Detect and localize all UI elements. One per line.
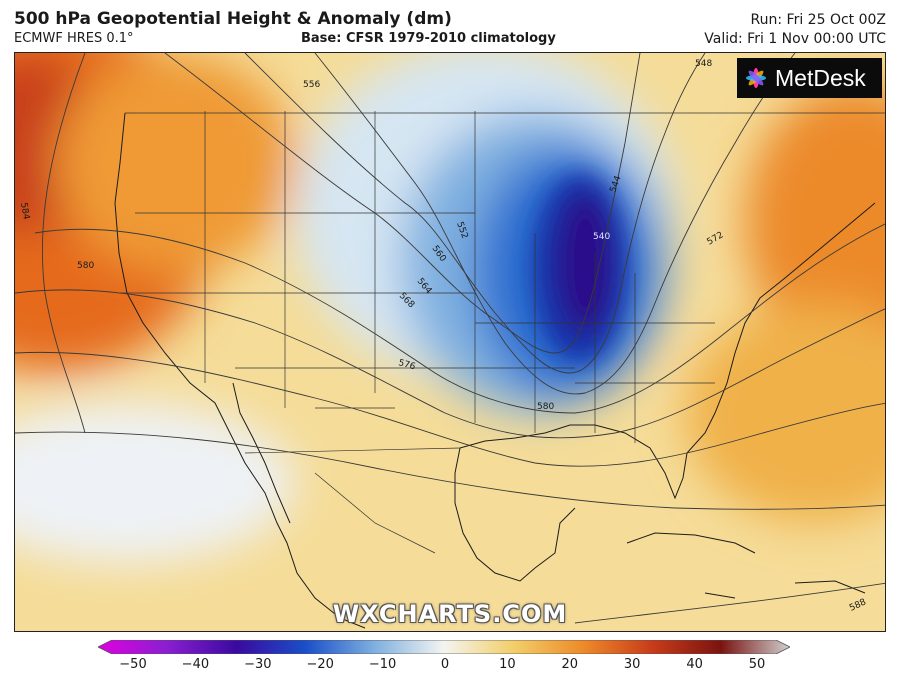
colorbar-tick-label: −40 (181, 657, 210, 672)
height-contours (15, 53, 885, 624)
metdesk-logo-text: MetDesk (775, 64, 866, 91)
colorbar-tick-label: −10 (368, 657, 397, 672)
contour-label: 584 (18, 202, 31, 221)
colorbar-tick-label: 40 (686, 657, 703, 672)
map-canvas: 556 548 584 580 552 560 564 568 576 580 … (15, 53, 885, 631)
colorbar-tick-label: −20 (306, 657, 334, 672)
chart-title: 500 hPa Geopotential Height & Anomaly (d… (14, 9, 452, 29)
coastlines (114, 112, 876, 629)
contour-label: 540 (593, 232, 610, 242)
colorbar-tick-label: 50 (748, 657, 766, 672)
contour-label: 548 (695, 59, 712, 69)
metdesk-logo: MetDesk (737, 58, 882, 98)
contour-label: 580 (537, 402, 554, 412)
colorbar-tick-label: −50 (119, 657, 147, 672)
watermark: WXCHARTS.COM (332, 600, 568, 628)
weather-map: 556 548 584 580 552 560 564 568 576 580 … (14, 52, 886, 632)
state-borders (120, 111, 885, 554)
colorbar-tick-label: 0 (440, 657, 450, 672)
contour-label: 576 (397, 358, 416, 372)
run-time: Run: Fri 25 Oct 00Z (750, 12, 886, 28)
valid-time: Valid: Fri 1 Nov 00:00 UTC (704, 31, 886, 47)
colorbar-tick-label: −30 (244, 657, 272, 672)
colorbar-tick-label: 20 (561, 657, 579, 672)
model-name: ECMWF HRES 0.1° (14, 31, 134, 46)
colorbar-tick-label: 30 (623, 657, 641, 672)
colorbar-scale (98, 640, 790, 654)
metdesk-logo-icon (746, 68, 766, 88)
contour-label: 556 (303, 80, 320, 90)
climatology-base: Base: CFSR 1979-2010 climatology (301, 31, 556, 46)
colorbar-tick-label: 10 (499, 657, 516, 672)
contour-label: 580 (77, 261, 94, 271)
colorbar (98, 640, 790, 654)
